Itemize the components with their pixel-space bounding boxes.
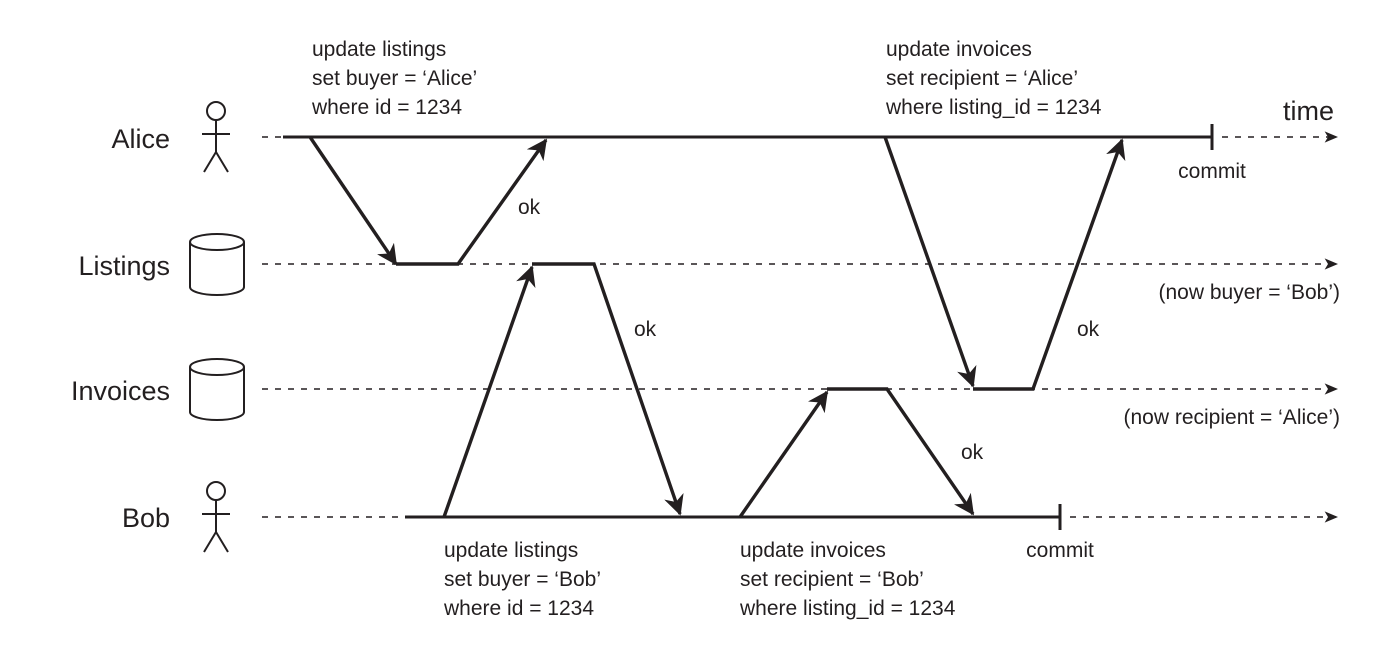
bob-timeline bbox=[262, 504, 1339, 530]
svg-text:set buyer = ‘Alice’: set buyer = ‘Alice’ bbox=[312, 67, 477, 90]
alice-update-invoices-note: update invoices set recipient = ‘Alice’ … bbox=[885, 38, 1102, 119]
alice-update-listings-note: update listings set buyer = ‘Alice’ wher… bbox=[311, 38, 477, 119]
svg-text:update listings: update listings bbox=[444, 539, 578, 562]
alice-commit-label: commit bbox=[1178, 160, 1246, 183]
bob-update-invoices-note: update invoices set recipient = ‘Bob’ wh… bbox=[739, 539, 956, 620]
invoices-database-icon bbox=[189, 358, 245, 421]
listings-to-bob-ack-arrow bbox=[532, 262, 684, 516]
bob-commit-label: commit bbox=[1026, 539, 1094, 562]
ok-label-listings-to-alice: ok bbox=[518, 196, 541, 219]
listings-database-icon bbox=[189, 233, 245, 296]
invoices-to-bob-ack-arrow bbox=[827, 387, 975, 516]
alice-to-invoices-request-arrow bbox=[883, 136, 977, 388]
alice-to-listings-request-arrow bbox=[308, 136, 398, 266]
bob-to-listings-request-arrow bbox=[442, 265, 536, 518]
invoices-final-state-label: (now recipient = ‘Alice’) bbox=[1123, 406, 1340, 429]
lane-label-invoices: Invoices bbox=[71, 376, 170, 406]
svg-text:update invoices: update invoices bbox=[740, 539, 886, 562]
ok-label-listings-to-bob: ok bbox=[634, 318, 657, 341]
alice-timeline bbox=[262, 124, 1339, 150]
bob-to-invoices-request-arrow bbox=[738, 390, 829, 518]
lane-label-alice: Alice bbox=[111, 124, 170, 154]
invoices-to-alice-ack-arrow bbox=[973, 138, 1126, 391]
svg-text:where listing_id = 1234: where listing_id = 1234 bbox=[885, 96, 1102, 119]
svg-text:set recipient = ‘Bob’: set recipient = ‘Bob’ bbox=[740, 568, 924, 591]
time-label: time bbox=[1283, 96, 1334, 126]
ok-label-invoices-to-bob: ok bbox=[961, 441, 984, 464]
bob-person-icon bbox=[202, 481, 230, 553]
svg-text:where id = 1234: where id = 1234 bbox=[443, 597, 594, 620]
listings-final-state-label: (now buyer = ‘Bob’) bbox=[1158, 281, 1340, 304]
listings-to-alice-ack-arrow bbox=[396, 138, 548, 266]
alice-person-icon bbox=[202, 101, 230, 173]
svg-text:set recipient = ‘Alice’: set recipient = ‘Alice’ bbox=[886, 67, 1078, 90]
svg-text:where id = 1234: where id = 1234 bbox=[311, 96, 462, 119]
svg-text:update invoices: update invoices bbox=[886, 38, 1032, 61]
ok-label-invoices-to-alice: ok bbox=[1077, 318, 1100, 341]
bob-update-listings-note: update listings set buyer = ‘Bob’ where … bbox=[443, 539, 601, 620]
svg-text:update listings: update listings bbox=[312, 38, 446, 61]
lane-label-bob: Bob bbox=[122, 503, 170, 533]
svg-text:where listing_id = 1234: where listing_id = 1234 bbox=[739, 597, 956, 620]
svg-text:set buyer = ‘Bob’: set buyer = ‘Bob’ bbox=[444, 568, 601, 591]
lane-label-listings: Listings bbox=[78, 251, 170, 281]
